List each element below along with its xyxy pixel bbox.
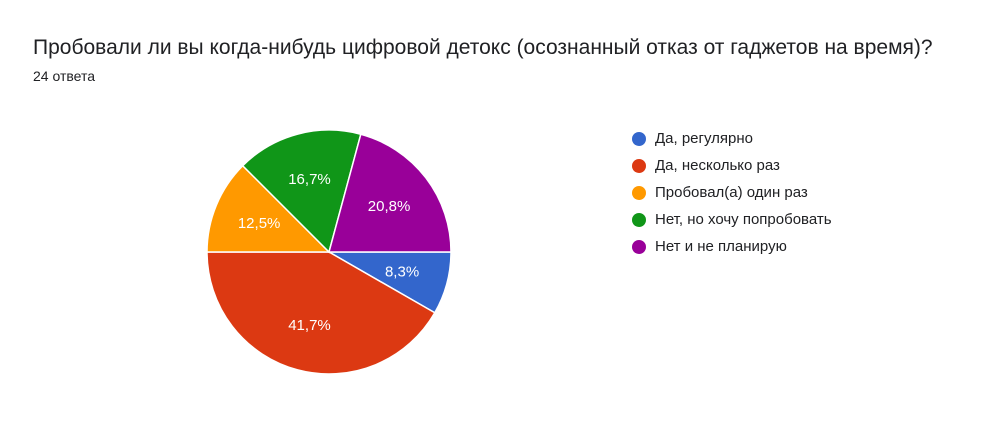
legend-item[interactable]: Нет и не планирую (632, 233, 832, 260)
legend-swatch (632, 239, 646, 254)
legend-swatch (632, 212, 646, 227)
legend-label: Пробовал(а) один раз (655, 184, 808, 201)
slice-label: 12,5% (238, 215, 281, 232)
pie-slice[interactable] (206, 164, 331, 253)
legend-label: Да, несколько раз (655, 157, 780, 174)
legend-label: Да, регулярно (655, 130, 754, 147)
pie-chart: 8,3% 41,7% 12,5% 16,7% 20,8% (206, 129, 452, 375)
chart-title: Пробовали ли вы когда-нибудь цифровой де… (33, 36, 933, 59)
legend-item[interactable]: Нет, но хочу попробовать (632, 206, 832, 233)
pie-slice[interactable] (328, 133, 452, 253)
legend-swatch (632, 158, 646, 173)
legend-swatch (632, 131, 646, 146)
slice-label: 20,8% (368, 198, 411, 215)
legend-item[interactable]: Да, несколько раз (632, 152, 832, 179)
legend: Да, регулярно Да, несколько раз Пробовал… (632, 125, 832, 260)
legend-swatch (632, 185, 646, 200)
pie-slice[interactable] (241, 129, 362, 254)
slice-label: 41,7% (288, 317, 331, 334)
legend-label: Нет, но хочу попробовать (655, 211, 832, 228)
slice-label: 8,3% (385, 264, 419, 281)
response-count: 24 ответа (33, 68, 95, 84)
pie-slice[interactable] (206, 251, 436, 375)
legend-item[interactable]: Да, регулярно (632, 125, 832, 152)
legend-label: Нет и не планирую (655, 238, 787, 255)
legend-item[interactable]: Пробовал(а) один раз (632, 179, 832, 206)
slice-label: 16,7% (288, 171, 331, 188)
